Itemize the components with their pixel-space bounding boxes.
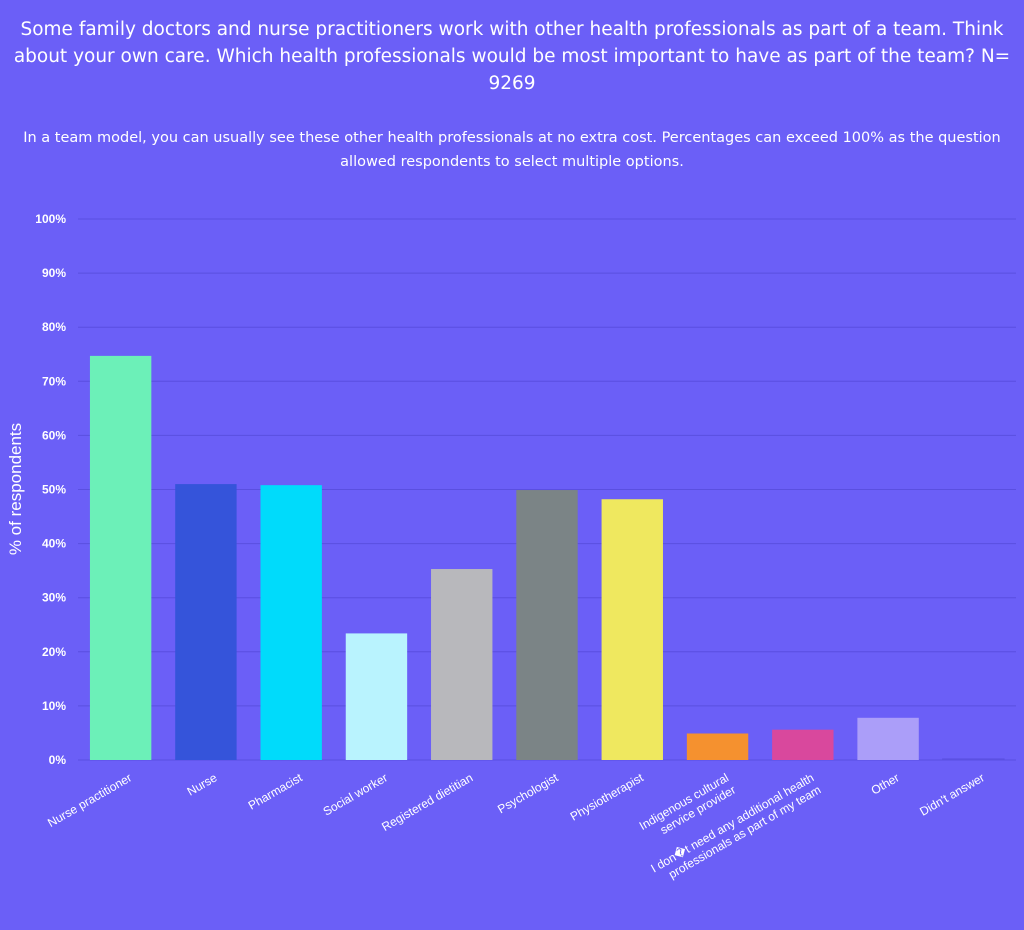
- bar[interactable]: [516, 490, 578, 760]
- x-axis-labels: Nurse practitioner Nurse Pharmacist Social …: [45, 770, 987, 881]
- x-tick-label: Other: [869, 770, 902, 797]
- y-tick-label: 10%: [42, 699, 66, 713]
- bar[interactable]: [686, 733, 749, 760]
- x-tick-label: Nurse: [185, 770, 220, 798]
- bar[interactable]: [772, 729, 834, 760]
- chart-title: Some family doctors and nurse practition…: [13, 19, 1011, 94]
- x-tick-label: Psychologist: [495, 770, 561, 816]
- x-tick-label: Didn't answer: [917, 770, 987, 818]
- bar[interactable]: [260, 485, 322, 760]
- y-tick-label: 30%: [42, 591, 66, 605]
- y-tick-label: 70%: [42, 374, 66, 388]
- y-tick-label: 80%: [42, 320, 66, 334]
- y-tick-label: 40%: [42, 537, 66, 551]
- bars: [89, 355, 1005, 761]
- x-tick-label: Registered dietitian: [379, 770, 475, 833]
- bar[interactable]: [175, 484, 237, 760]
- bar[interactable]: [345, 633, 408, 760]
- y-tick-label: 20%: [42, 645, 66, 659]
- chart-subtitle: In a team model, you can usually see the…: [23, 130, 1001, 170]
- y-tick-label: 0%: [49, 753, 67, 767]
- x-tick-label: Physiotherapist: [568, 770, 647, 823]
- y-tick-label: 60%: [42, 428, 66, 442]
- y-axis-title: % of respondents: [6, 423, 25, 555]
- y-tick-label: 50%: [42, 483, 66, 497]
- bar[interactable]: [431, 569, 493, 760]
- bar[interactable]: [601, 499, 663, 760]
- x-tick-label: Nurse practitioner: [45, 770, 134, 829]
- x-tick-label: Social worker: [321, 770, 390, 818]
- bar[interactable]: [89, 355, 152, 760]
- y-axis-ticks: 0% 10% 20% 30% 40% 50% 60% 70% 80% 90% 100%: [35, 212, 66, 767]
- bar[interactable]: [942, 758, 1005, 761]
- y-tick-label: 90%: [42, 266, 66, 280]
- y-tick-label: 100%: [35, 212, 66, 226]
- bar[interactable]: [857, 717, 919, 760]
- x-tick-label: Pharmacist: [246, 770, 306, 812]
